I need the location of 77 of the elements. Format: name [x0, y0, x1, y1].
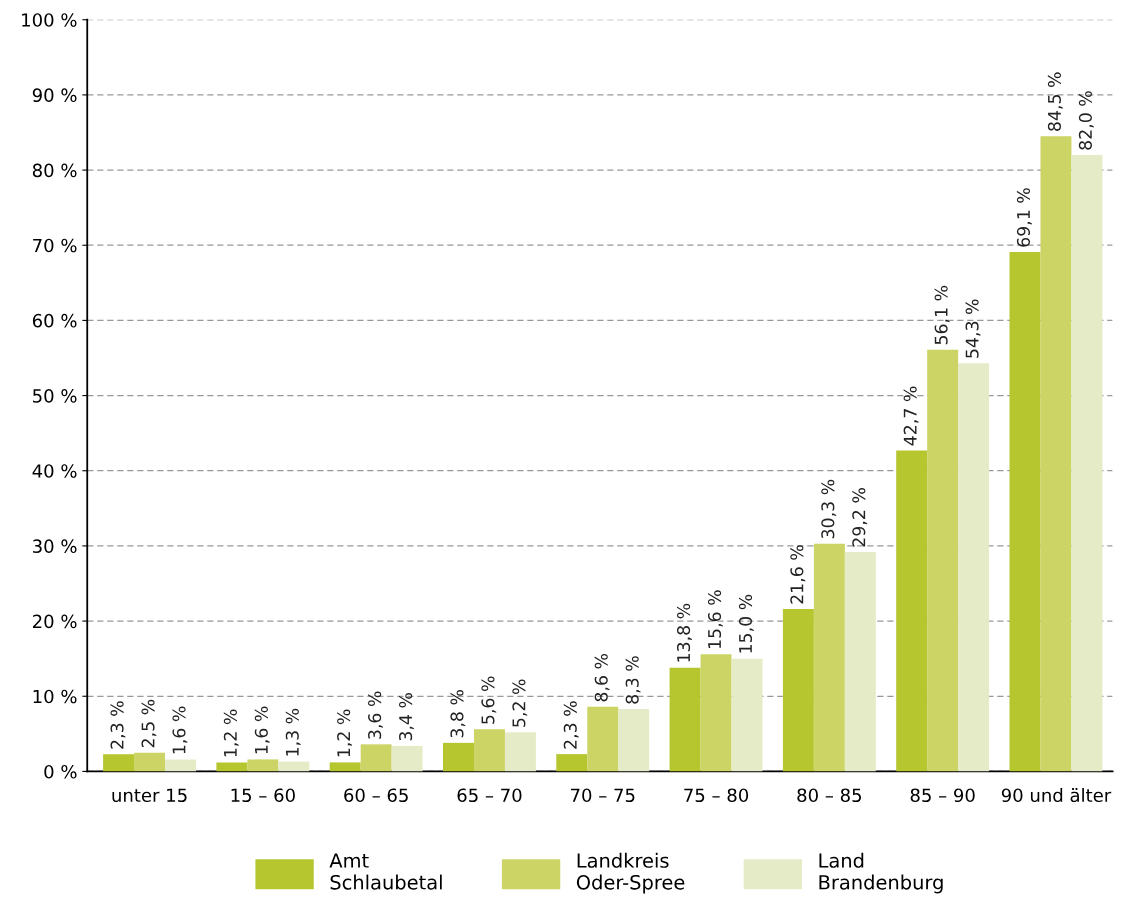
data-label: 2,5 %	[141, 699, 157, 748]
y-tick-label: 30 %	[33, 539, 77, 554]
bar	[731, 658, 763, 772]
y-tick-label: 40 %	[32, 464, 77, 478]
data-label: 29,2 %	[852, 488, 868, 547]
bar	[669, 667, 701, 772]
bar	[216, 762, 248, 772]
legend-label: Landkreis Oder-Spree	[576, 852, 685, 894]
legend-label: Amt Schlaubetal	[329, 853, 442, 890]
data-label: 42,7 %	[903, 386, 919, 446]
data-label: 3,6 %	[368, 691, 383, 739]
data-label: 69,1 %	[1016, 188, 1032, 247]
bar	[844, 551, 876, 772]
y-tick-label: 20 %	[32, 614, 77, 629]
data-label: 3,4 %	[399, 693, 414, 741]
data-label: 8,6 %	[594, 653, 610, 702]
data-label: 2,3 %	[563, 701, 579, 749]
bar	[443, 742, 474, 772]
bar	[329, 762, 361, 772]
x-tick-label: 75 – 80	[684, 788, 749, 803]
y-tick-label: 100 %	[22, 13, 77, 27]
bar	[896, 450, 928, 772]
legend-label: Land Brandenburg	[819, 852, 943, 894]
bar	[473, 729, 505, 772]
x-tick-label: 60 – 65	[344, 788, 408, 803]
x-tick-label: 90 und älter	[1001, 788, 1112, 803]
bar	[103, 754, 135, 772]
y-tick-label: 50 %	[33, 389, 77, 403]
bar	[782, 609, 814, 772]
data-label: 1,2 %	[337, 709, 352, 757]
bar	[813, 543, 845, 772]
data-label: 84,5 %	[1047, 72, 1063, 131]
bar	[247, 759, 279, 772]
bar	[278, 761, 310, 772]
bar	[587, 706, 619, 772]
data-label: 2,3 %	[110, 701, 126, 749]
bar	[927, 349, 959, 772]
bar	[618, 709, 650, 772]
y-tick-label: 70 %	[33, 238, 77, 253]
data-label: 1,6 %	[254, 706, 270, 754]
data-label: 1,6 %	[172, 706, 188, 754]
bar	[1009, 252, 1041, 772]
y-tick-label: 10 %	[33, 689, 77, 704]
bar	[360, 744, 392, 772]
data-label: 21,6 %	[790, 545, 806, 604]
y-tick-label: 80 %	[32, 163, 77, 178]
y-tick-label: 60 %	[32, 313, 77, 328]
bar	[165, 759, 197, 772]
bar	[1071, 155, 1103, 772]
y-tick-label: 90 %	[32, 88, 77, 103]
data-label: 5,6 %	[481, 676, 497, 724]
data-label: 54,3 %	[965, 299, 981, 358]
data-label: 15,0 %	[738, 594, 754, 653]
bar	[391, 745, 423, 772]
x-tick-label: 15 – 60	[231, 788, 295, 803]
bar	[556, 754, 588, 772]
data-label: 1,2 %	[223, 709, 239, 757]
data-label: 3,8 %	[450, 690, 466, 738]
bar	[700, 654, 732, 772]
x-tick-label: 85 – 90	[910, 788, 975, 803]
x-tick-label: unter 15	[112, 788, 187, 803]
x-tick-label: 80 – 85	[797, 788, 862, 803]
bar	[958, 363, 990, 772]
data-label: 8,3 %	[625, 656, 641, 704]
data-label: 13,8 %	[676, 603, 692, 662]
data-label: 15,6 %	[707, 590, 723, 649]
x-tick-label: 70 – 75	[571, 788, 635, 803]
data-label: 82,0 %	[1078, 91, 1094, 150]
data-label: 1,3 %	[285, 708, 301, 756]
data-label: 5,2 %	[512, 679, 528, 727]
x-tick-label: 65 – 70	[457, 788, 522, 803]
bar	[504, 732, 536, 772]
y-tick-label: 0 %	[44, 764, 77, 779]
data-label: 30,3 %	[821, 479, 837, 539]
bar	[1040, 136, 1072, 772]
bar	[134, 752, 166, 772]
data-label: 56,1 %	[934, 285, 950, 345]
